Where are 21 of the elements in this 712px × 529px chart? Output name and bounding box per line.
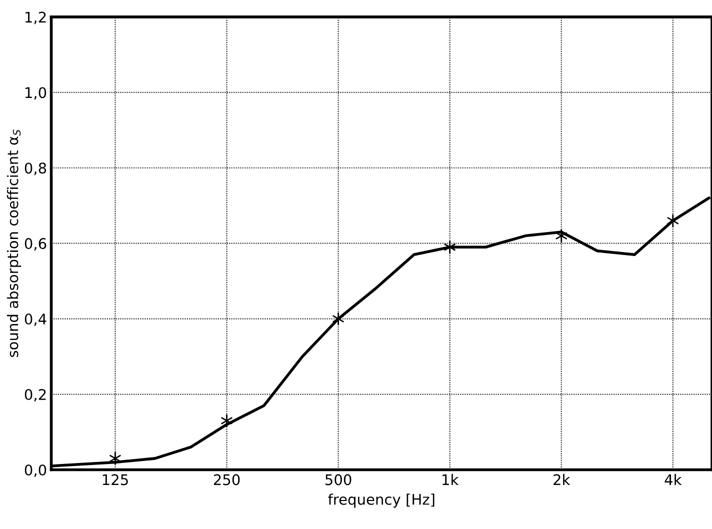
- y-tick-label: 0,2: [24, 389, 46, 402]
- point: [555, 228, 568, 243]
- y-tick-label: 0,6: [24, 238, 46, 251]
- point: [444, 240, 456, 254]
- x-tick-label: 125: [102, 474, 128, 486]
- y-tick-label: 0,8: [24, 162, 46, 176]
- x-tick-label: 1k: [442, 474, 459, 485]
- y-tick-label: 1,0: [26, 87, 46, 100]
- y-tick-label: 0,0: [24, 464, 46, 477]
- x-axis-title: frequency [Hz]: [328, 494, 434, 508]
- y-tick-label: 0,4: [24, 314, 46, 326]
- x-tick-label: 250: [214, 474, 240, 486]
- x-tick-label: 2k: [554, 474, 570, 485]
- x-tick-label: 500: [326, 474, 352, 486]
- point: [109, 451, 122, 466]
- point: [666, 214, 680, 228]
- y-tick-label: 1,2: [26, 12, 46, 24]
- point: [332, 312, 344, 326]
- x-tick-label: 4k: [664, 474, 682, 485]
- y-axis-title: sound absorption coefficient α$_{S}$: [6, 130, 22, 358]
- point: [220, 414, 233, 428]
